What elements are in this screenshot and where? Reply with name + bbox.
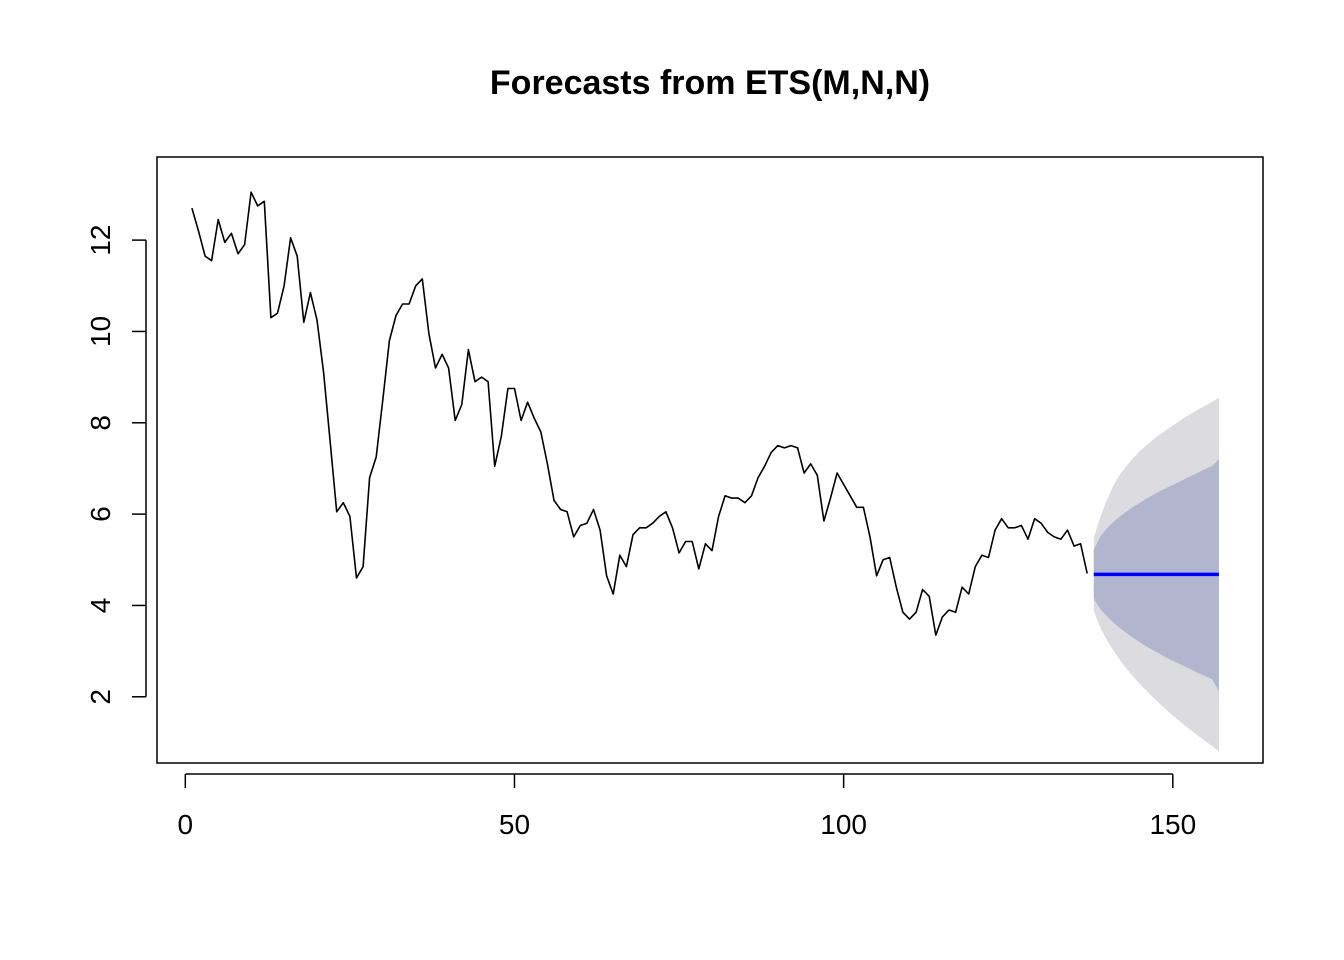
y-tick-label: 2 [85, 689, 116, 705]
x-tick-label: 100 [820, 809, 867, 840]
x-axis: 0 50 100 150 [178, 773, 1196, 840]
observed-series-line [191, 191, 1088, 636]
series-lines [191, 191, 1219, 636]
y-axis: 2 4 6 8 10 12 [85, 225, 147, 705]
y-tick-label: 10 [85, 316, 116, 347]
x-tick-label: 50 [499, 809, 530, 840]
plot-frame [156, 156, 1264, 764]
y-tick-label: 8 [85, 415, 116, 431]
y-tick-label: 12 [85, 225, 116, 256]
x-tick-label: 0 [178, 809, 194, 840]
chart-title: Forecasts from ETS(M,N,N) [490, 64, 930, 102]
y-tick-label: 6 [85, 506, 116, 522]
y-tick-label: 4 [85, 598, 116, 614]
x-tick-label: 150 [1149, 809, 1196, 840]
